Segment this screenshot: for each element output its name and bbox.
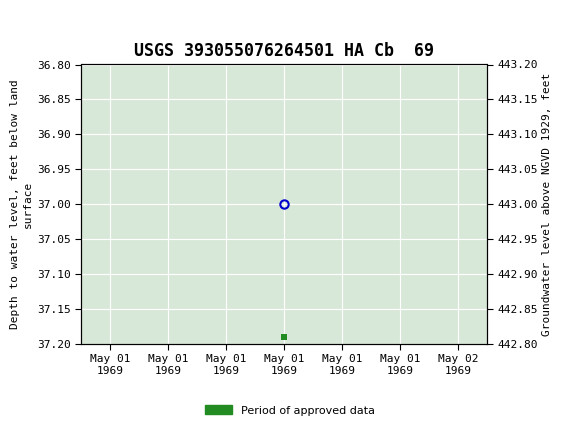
Text: ≡: ≡	[3, 8, 21, 37]
Text: USGS: USGS	[32, 12, 100, 33]
Title: USGS 393055076264501 HA Cb  69: USGS 393055076264501 HA Cb 69	[134, 42, 434, 60]
Y-axis label: Depth to water level, feet below land
surface: Depth to water level, feet below land su…	[10, 80, 33, 329]
Legend: Period of approved data: Period of approved data	[200, 401, 380, 420]
Y-axis label: Groundwater level above NGVD 1929, feet: Groundwater level above NGVD 1929, feet	[542, 73, 552, 336]
